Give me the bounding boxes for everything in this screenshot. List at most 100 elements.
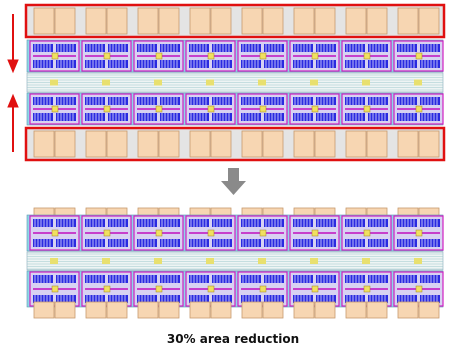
pad [367, 8, 387, 34]
contact [154, 258, 162, 264]
contact [362, 80, 370, 86]
contact [362, 258, 370, 264]
pad [398, 302, 418, 318]
via [52, 53, 58, 59]
contact [50, 258, 58, 264]
pad [263, 302, 283, 318]
pad [315, 131, 335, 157]
pad [242, 8, 262, 34]
via [156, 230, 162, 236]
via [416, 286, 422, 292]
contact [50, 80, 58, 86]
contact [258, 80, 266, 86]
caption: 30% area reduction [167, 332, 299, 346]
pad [419, 302, 439, 318]
layout-layers [27, 6, 443, 318]
via [416, 53, 422, 59]
contact [310, 80, 318, 86]
pad [294, 302, 314, 318]
via [416, 230, 422, 236]
pad [294, 8, 314, 34]
pad [398, 131, 418, 157]
pad [242, 131, 262, 157]
pad [367, 131, 387, 157]
pad [55, 302, 75, 318]
via [260, 230, 266, 236]
pad [211, 131, 231, 157]
contact [206, 80, 214, 86]
pad [107, 302, 127, 318]
pad [138, 8, 158, 34]
via [208, 106, 214, 112]
via [52, 286, 58, 292]
pad [190, 8, 210, 34]
via [208, 53, 214, 59]
via [104, 286, 110, 292]
routing-band [27, 252, 443, 270]
pad [159, 131, 179, 157]
via [312, 106, 318, 112]
pad [159, 8, 179, 34]
via [312, 53, 318, 59]
contact [258, 258, 266, 264]
gray-arrow [221, 168, 246, 195]
layout-diagram: 30% area reduction [0, 0, 455, 351]
pad [86, 302, 106, 318]
via [104, 106, 110, 112]
via [208, 286, 214, 292]
contact [102, 80, 110, 86]
pad [55, 131, 75, 157]
via [52, 230, 58, 236]
contact [102, 258, 110, 264]
pad [346, 131, 366, 157]
via [260, 286, 266, 292]
pad [346, 302, 366, 318]
pad [107, 8, 127, 34]
pad [211, 8, 231, 34]
via [104, 53, 110, 59]
via [260, 106, 266, 112]
via [364, 230, 370, 236]
pad [190, 302, 210, 318]
via [312, 286, 318, 292]
pad [398, 8, 418, 34]
pad [138, 131, 158, 157]
pad [315, 302, 335, 318]
pad [159, 302, 179, 318]
pad [419, 131, 439, 157]
pad [86, 8, 106, 34]
contact [414, 258, 422, 264]
arrow-shaft [228, 168, 239, 182]
pad [242, 302, 262, 318]
arrow-head [8, 95, 18, 107]
via [364, 106, 370, 112]
contact [154, 80, 162, 86]
contact [206, 258, 214, 264]
arrow-head [8, 60, 18, 72]
via [156, 53, 162, 59]
pad [315, 8, 335, 34]
pad [190, 131, 210, 157]
pad [138, 302, 158, 318]
pad [294, 131, 314, 157]
pad [86, 131, 106, 157]
pad [263, 8, 283, 34]
arrow-head [221, 181, 246, 195]
via [312, 230, 318, 236]
pad [263, 131, 283, 157]
pad [419, 8, 439, 34]
pad [211, 302, 231, 318]
pad [367, 302, 387, 318]
via [416, 106, 422, 112]
red-arrows [8, 14, 18, 152]
pad [346, 8, 366, 34]
via [52, 106, 58, 112]
contact [414, 80, 422, 86]
via [364, 286, 370, 292]
pad [34, 131, 54, 157]
pad [55, 8, 75, 34]
via [208, 230, 214, 236]
via [260, 53, 266, 59]
via [104, 230, 110, 236]
pad [34, 302, 54, 318]
